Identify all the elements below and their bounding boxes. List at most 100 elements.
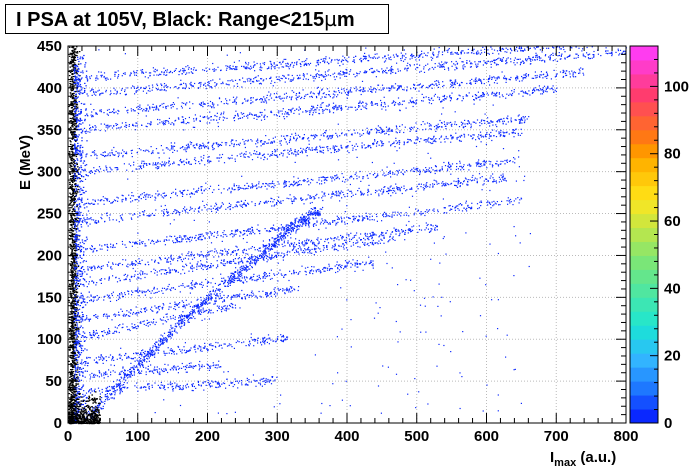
data-point xyxy=(378,189,380,191)
data-point xyxy=(432,140,434,142)
data-point xyxy=(347,189,349,191)
data-point xyxy=(144,386,146,388)
data-point xyxy=(315,251,317,253)
data-point xyxy=(104,155,106,158)
data-point xyxy=(250,231,252,233)
data-point xyxy=(317,237,319,239)
data-point xyxy=(513,226,515,228)
data-point xyxy=(448,166,450,168)
data-point xyxy=(462,331,464,333)
data-point xyxy=(436,169,438,171)
data-point xyxy=(208,237,211,239)
data-point xyxy=(247,140,249,142)
data-point xyxy=(153,369,155,371)
data-point xyxy=(309,149,312,151)
data-point xyxy=(179,235,181,237)
data-point xyxy=(151,240,153,242)
data-point xyxy=(334,149,336,152)
data-point xyxy=(339,135,341,137)
data-point xyxy=(243,141,245,143)
data-point xyxy=(233,260,235,262)
data-point xyxy=(339,193,341,195)
data-point xyxy=(196,191,198,193)
data-point xyxy=(121,214,123,216)
data-point xyxy=(154,382,156,384)
data-point xyxy=(285,289,287,291)
data-point xyxy=(251,254,253,256)
data-point xyxy=(420,124,422,126)
data-point xyxy=(136,328,138,330)
data-point xyxy=(289,140,291,142)
data-point xyxy=(86,286,88,288)
data-point xyxy=(230,253,232,255)
data-point xyxy=(129,329,131,332)
data-point xyxy=(198,254,200,256)
data-point xyxy=(157,371,159,374)
data-point xyxy=(191,284,193,286)
data-point xyxy=(102,152,104,154)
data-point xyxy=(306,238,308,240)
data-point xyxy=(228,261,230,263)
data-point xyxy=(197,238,199,240)
data-point xyxy=(175,368,177,370)
data-point xyxy=(118,154,120,156)
data-point xyxy=(417,167,419,170)
data-point xyxy=(359,135,361,137)
data-point xyxy=(135,261,137,263)
data-point xyxy=(262,277,264,279)
data-point xyxy=(428,170,430,172)
data-point xyxy=(273,340,275,342)
data-point xyxy=(376,143,378,145)
data-point xyxy=(125,198,127,200)
data-point xyxy=(357,132,359,134)
data-point xyxy=(265,379,267,381)
data-point xyxy=(337,108,339,110)
data-point xyxy=(106,249,109,251)
data-point xyxy=(148,383,150,385)
data-point xyxy=(256,153,258,155)
data-point xyxy=(371,236,373,238)
data-point xyxy=(140,194,142,196)
data-point xyxy=(89,378,91,380)
data-point xyxy=(150,370,152,372)
data-point xyxy=(201,364,203,366)
data-point xyxy=(181,210,184,212)
data-point xyxy=(385,251,387,253)
data-point xyxy=(449,209,451,211)
data-point xyxy=(288,153,290,155)
data-point xyxy=(126,374,128,377)
data-point xyxy=(408,215,410,217)
data-point xyxy=(441,182,443,184)
data-point xyxy=(341,147,343,149)
data-point xyxy=(235,140,237,142)
data-point xyxy=(199,265,201,267)
data-point xyxy=(275,254,277,256)
data-point xyxy=(201,350,203,352)
data-point xyxy=(196,253,199,255)
data-point xyxy=(198,369,200,371)
data-point xyxy=(370,234,372,236)
data-point xyxy=(140,311,143,313)
data-point xyxy=(286,338,288,340)
data-point xyxy=(184,118,187,120)
data-point xyxy=(316,149,318,151)
data-point xyxy=(165,208,168,210)
data-point xyxy=(262,341,264,343)
data-point xyxy=(322,133,324,135)
data-point xyxy=(198,207,200,209)
data-point xyxy=(398,147,401,149)
data-point xyxy=(346,195,349,197)
data-point xyxy=(173,350,175,353)
data-point xyxy=(349,405,351,407)
data-point xyxy=(303,134,305,136)
data-point xyxy=(262,378,264,380)
data-point xyxy=(110,168,112,170)
data-point xyxy=(168,267,170,269)
data-point xyxy=(107,375,109,378)
data-point xyxy=(220,280,223,282)
data-point xyxy=(167,371,169,374)
data-point xyxy=(298,286,300,288)
data-point xyxy=(455,206,457,209)
data-point xyxy=(432,169,434,171)
data-point xyxy=(248,381,250,383)
